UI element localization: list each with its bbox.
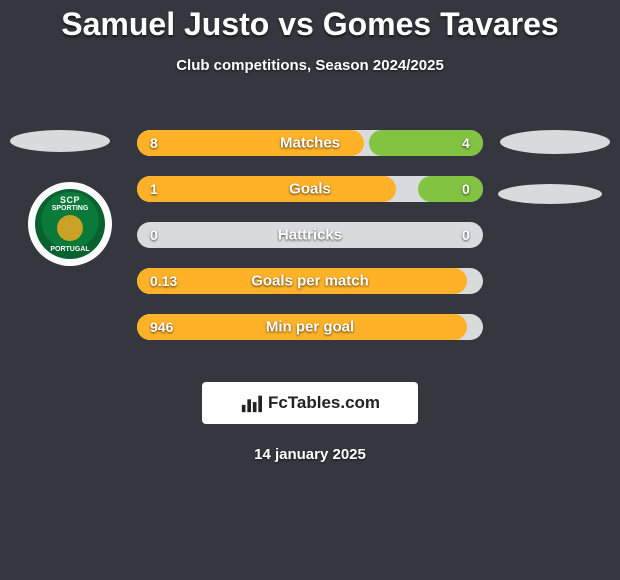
stat-bar-right [418,176,483,202]
stat-label: Hattricks [278,227,342,244]
stat-label: Goals [289,181,331,198]
stat-row: Goals 1 0 [0,176,620,202]
stat-value-left: 0.13 [150,273,177,289]
stat-label: Goals per match [251,273,369,290]
stat-label: Min per goal [266,319,354,336]
stat-label: Matches [280,135,340,152]
comparison-arena: SCP SPORTING PORTUGAL Matches84Goals10Ha… [0,108,620,463]
snapshot-date: 14 january 2025 [0,446,620,463]
scp-name: SPORTING [35,205,105,212]
page-subtitle: Club competitions, Season 2024/2025 [0,57,620,74]
stat-bar-left [137,176,396,202]
bar-chart-icon [240,392,262,414]
stat-value-right: 4 [462,135,470,151]
stat-value-left: 8 [150,135,158,151]
stat-row: Min per goal 946 [0,314,620,340]
brand-text: FcTables.com [268,393,380,413]
stat-row: Matches 8 4 [0,130,620,156]
stat-value-right: 0 [462,181,470,197]
stat-value-right: 0 [462,227,470,243]
stat-row: Goals per match 0.13 [0,268,620,294]
page-title: Samuel Justo vs Gomes Tavares [0,0,620,43]
stat-value-left: 0 [150,227,158,243]
brand-box[interactable]: FcTables.com [202,382,418,424]
stat-value-left: 1 [150,181,158,197]
stat-row: Hattricks 0 0 [0,222,620,248]
stat-value-left: 946 [150,319,173,335]
